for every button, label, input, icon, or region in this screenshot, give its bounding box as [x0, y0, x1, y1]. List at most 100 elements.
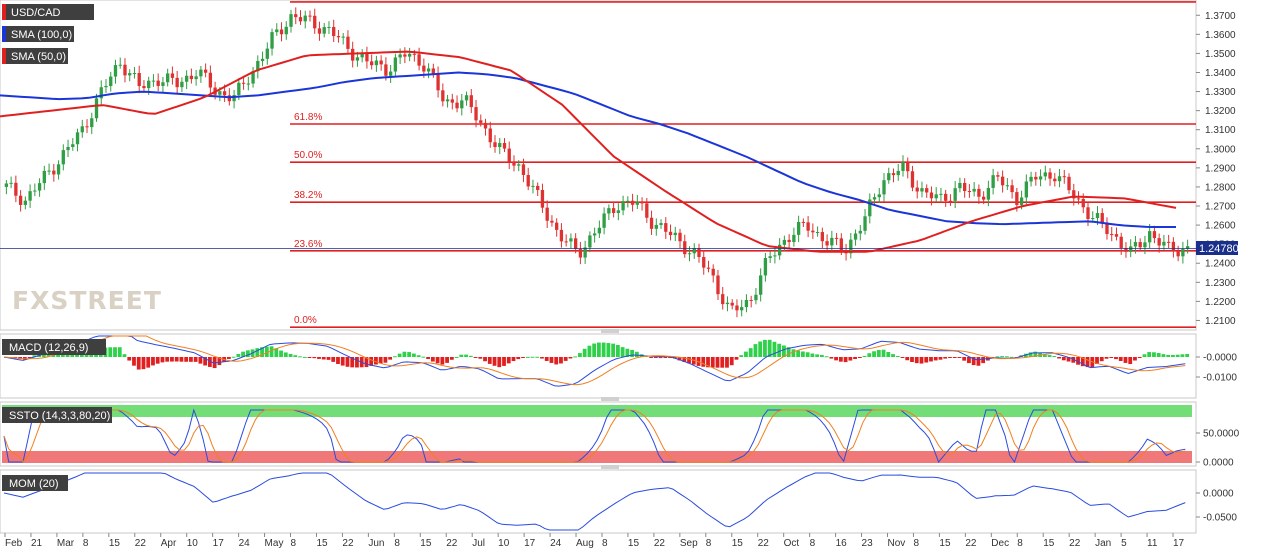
sma50-legend[interactable]: SMA (50,0) [2, 48, 68, 64]
candle-body [887, 173, 891, 181]
macd-bar [1066, 357, 1071, 362]
candle-body [853, 233, 858, 240]
macd-bar [748, 348, 753, 357]
macd-bar [117, 347, 122, 357]
x-tick-label-23: 8 [602, 538, 608, 549]
macd-bar [369, 357, 374, 366]
candle-body [483, 122, 488, 129]
macd-bar [307, 357, 312, 358]
macd-bar [136, 357, 141, 370]
candle-body [294, 14, 298, 18]
mom-legend[interactable]: MOM (20) [2, 475, 68, 491]
macd-bar [1061, 357, 1066, 361]
macd-bar [170, 357, 174, 362]
macd-bar [1161, 354, 1166, 357]
candle-body [474, 107, 478, 121]
candle-body [967, 191, 972, 193]
candle-body [90, 118, 94, 128]
candle-body [1143, 242, 1147, 248]
macd-bar [1042, 353, 1047, 357]
macd-bar [971, 357, 976, 366]
candle-body [241, 82, 246, 84]
candle-body [806, 222, 810, 231]
x-tick-label-12: 15 [316, 538, 328, 549]
candle-body [981, 196, 986, 200]
macd-bar [132, 357, 136, 366]
candle-body [1010, 185, 1014, 193]
panel-resize-handle-2[interactable] [601, 397, 619, 401]
macd-bar [1099, 357, 1104, 362]
macd-bar [449, 357, 454, 360]
macd-bar [625, 348, 630, 357]
x-tick-label-30: Oct [784, 538, 800, 549]
macd-bar [321, 357, 326, 360]
macd-bar [838, 357, 843, 362]
x-tick-label-29: 22 [758, 538, 770, 549]
macd-bar [857, 357, 862, 358]
x-tick-label-26: Sep [680, 538, 698, 549]
macd-bar [948, 357, 952, 358]
candle-body [1048, 172, 1052, 179]
candle-body [23, 200, 28, 205]
price-axis: 1.3700 1.3600 1.3500 1.3400 1.3300 1.3200 1.31… [1196, 11, 1236, 327]
candle-body [811, 230, 815, 233]
candle-body [645, 203, 649, 218]
candle-body [540, 189, 545, 208]
candle-body [735, 305, 739, 311]
macd-bar [445, 357, 449, 363]
candle-body [1000, 176, 1005, 186]
candle-body [863, 216, 867, 231]
macd-bar [1009, 356, 1014, 358]
candle-body [203, 69, 208, 73]
x-tick-label-22: Aug [576, 538, 594, 549]
candle-body [649, 217, 654, 229]
x-tick-label-32: 16 [836, 538, 848, 549]
candle-body [507, 148, 511, 163]
macd-legend[interactable]: MACD (12,26,9) [2, 339, 106, 355]
x-tick-label-42: Jan [1095, 538, 1111, 549]
x-tick-label-36: 15 [939, 538, 951, 549]
candle-body [578, 249, 583, 258]
panel-resize-handle-1[interactable] [601, 329, 619, 333]
symbol-legend[interactable]: USD/CAD [2, 4, 94, 20]
macd-bar [416, 355, 421, 357]
macd-bar [402, 351, 407, 357]
candle-body [754, 294, 758, 301]
candle-body [18, 195, 23, 205]
macd-bar [217, 357, 222, 366]
candle-body [156, 80, 160, 86]
candle-body [1148, 231, 1152, 243]
candle-body [237, 82, 241, 96]
x-tick-label-7: 10 [187, 538, 199, 549]
macd-bar [288, 353, 293, 357]
candle-body [1091, 218, 1095, 220]
candle-body [953, 188, 957, 201]
candle-body [550, 220, 554, 223]
candle-body [977, 188, 981, 197]
candle-body [61, 150, 65, 165]
candle-body [616, 210, 621, 213]
candle-body [706, 267, 711, 269]
macd-bar [207, 357, 212, 367]
macd-bar [824, 356, 829, 358]
macd-bar [393, 356, 397, 358]
macd-bar [492, 357, 497, 366]
macd-bar [1057, 357, 1061, 359]
macd-bar [1047, 355, 1052, 357]
candle-body [398, 54, 402, 58]
macd-bar [549, 357, 554, 363]
macd-bar [298, 356, 302, 358]
ssto-legend[interactable]: SSTO (14,3,3,80,20) [2, 407, 112, 423]
mom-panel [0, 469, 1197, 534]
candle-body [374, 60, 379, 66]
macd-bar [568, 357, 573, 359]
candle-body [906, 162, 910, 172]
x-tick-label-13: 22 [342, 538, 354, 549]
sma100-legend[interactable]: SMA (100,0) [2, 26, 74, 42]
fib-label-1: 61.8% [294, 112, 322, 123]
panel-resize-handle-3[interactable] [601, 465, 619, 469]
macd-bar [127, 357, 132, 361]
candle-body [388, 71, 393, 76]
candle-body [431, 68, 435, 74]
macd-bar [791, 349, 796, 357]
